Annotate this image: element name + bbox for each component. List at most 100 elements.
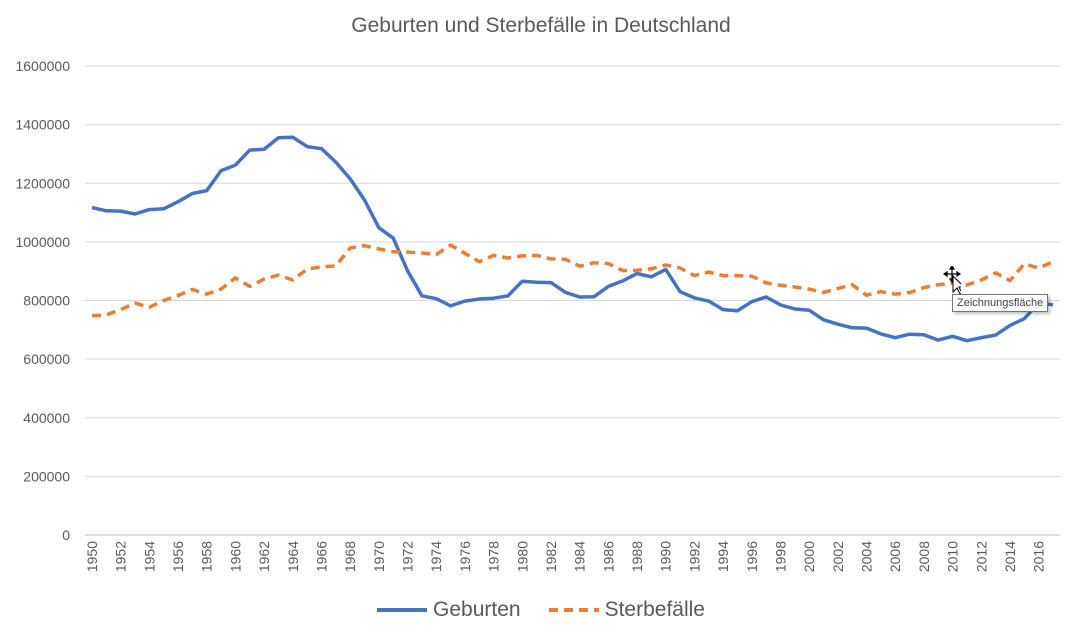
data-point[interactable]: [133, 301, 137, 305]
data-point[interactable]: [649, 275, 653, 279]
data-point[interactable]: [233, 276, 237, 280]
data-point[interactable]: [162, 299, 166, 303]
data-point[interactable]: [363, 244, 367, 248]
legend-item-sterbefaelle[interactable]: Sterbefälle: [548, 598, 705, 622]
data-point[interactable]: [936, 283, 940, 287]
data-point[interactable]: [406, 250, 410, 254]
data-point[interactable]: [90, 206, 94, 210]
data-point[interactable]: [219, 169, 223, 173]
data-point[interactable]: [807, 287, 811, 291]
data-point[interactable]: [893, 292, 897, 296]
data-point[interactable]: [836, 286, 840, 290]
data-point[interactable]: [592, 295, 596, 299]
data-point[interactable]: [162, 207, 166, 211]
data-point[interactable]: [735, 274, 739, 278]
data-point[interactable]: [778, 303, 782, 307]
data-point[interactable]: [420, 294, 424, 298]
series-line[interactable]: [91, 135, 1054, 343]
data-point[interactable]: [535, 280, 539, 284]
data-point[interactable]: [276, 273, 280, 277]
data-point[interactable]: [879, 332, 883, 336]
data-point[interactable]: [262, 277, 266, 281]
data-point[interactable]: [606, 262, 610, 266]
data-point[interactable]: [104, 209, 108, 213]
data-point[interactable]: [205, 189, 209, 193]
data-point[interactable]: [305, 145, 309, 149]
data-point[interactable]: [635, 268, 639, 272]
data-point[interactable]: [463, 299, 467, 303]
data-point[interactable]: [420, 251, 424, 255]
data-point[interactable]: [850, 283, 854, 287]
data-point[interactable]: [520, 254, 524, 258]
data-point[interactable]: [1022, 317, 1026, 321]
data-point[interactable]: [1008, 279, 1012, 283]
legend-item-geburten[interactable]: Geburten: [377, 598, 521, 622]
data-point[interactable]: [1051, 303, 1055, 307]
data-point[interactable]: [908, 332, 912, 336]
data-point[interactable]: [764, 295, 768, 299]
data-point[interactable]: [133, 212, 137, 216]
data-point[interactable]: [1022, 262, 1026, 266]
data-point[interactable]: [520, 279, 524, 283]
data-point[interactable]: [291, 278, 295, 282]
data-point[interactable]: [793, 285, 797, 289]
series-line[interactable]: [91, 243, 1054, 318]
data-point[interactable]: [764, 281, 768, 285]
data-point[interactable]: [391, 236, 395, 240]
data-point[interactable]: [692, 274, 696, 278]
data-point[interactable]: [865, 293, 869, 297]
data-point[interactable]: [721, 274, 725, 278]
data-point[interactable]: [549, 281, 553, 285]
data-point[interactable]: [377, 226, 381, 230]
data-point[interactable]: [750, 274, 754, 278]
data-point[interactable]: [391, 250, 395, 254]
data-point[interactable]: [535, 253, 539, 257]
data-point[interactable]: [922, 286, 926, 290]
data-point[interactable]: [778, 283, 782, 287]
data-point[interactable]: [979, 336, 983, 340]
data-point[interactable]: [348, 246, 352, 250]
data-point[interactable]: [219, 287, 223, 291]
data-point[interactable]: [822, 290, 826, 294]
plot-area[interactable]: [90, 135, 1055, 343]
data-point[interactable]: [822, 318, 826, 322]
data-point[interactable]: [434, 297, 438, 301]
data-point[interactable]: [176, 200, 180, 204]
data-point[interactable]: [1037, 266, 1041, 270]
data-point[interactable]: [979, 278, 983, 282]
data-point[interactable]: [190, 192, 194, 196]
data-point[interactable]: [233, 163, 237, 167]
data-point[interactable]: [147, 305, 151, 309]
data-point[interactable]: [319, 265, 323, 269]
data-point[interactable]: [664, 263, 668, 267]
data-point[interactable]: [707, 270, 711, 274]
data-point[interactable]: [334, 160, 338, 164]
data-point[interactable]: [205, 292, 209, 296]
data-point[interactable]: [621, 269, 625, 273]
data-point[interactable]: [865, 326, 869, 330]
data-point[interactable]: [1008, 323, 1012, 327]
data-point[interactable]: [549, 257, 553, 261]
data-point[interactable]: [147, 208, 151, 212]
data-point[interactable]: [477, 297, 481, 301]
data-point[interactable]: [506, 256, 510, 260]
data-point[interactable]: [563, 257, 567, 261]
data-point[interactable]: [893, 336, 897, 340]
data-point[interactable]: [176, 294, 180, 298]
data-point[interactable]: [449, 243, 453, 247]
data-point[interactable]: [750, 300, 754, 304]
data-point[interactable]: [90, 314, 94, 318]
data-point[interactable]: [678, 290, 682, 294]
data-point[interactable]: [922, 333, 926, 337]
data-point[interactable]: [348, 177, 352, 181]
data-point[interactable]: [104, 313, 108, 317]
data-point[interactable]: [248, 284, 252, 288]
data-point[interactable]: [578, 264, 582, 268]
data-point[interactable]: [721, 308, 725, 312]
data-point[interactable]: [190, 287, 194, 291]
data-point[interactable]: [621, 279, 625, 283]
data-point[interactable]: [291, 135, 295, 139]
data-point[interactable]: [563, 290, 567, 294]
data-point[interactable]: [319, 147, 323, 151]
